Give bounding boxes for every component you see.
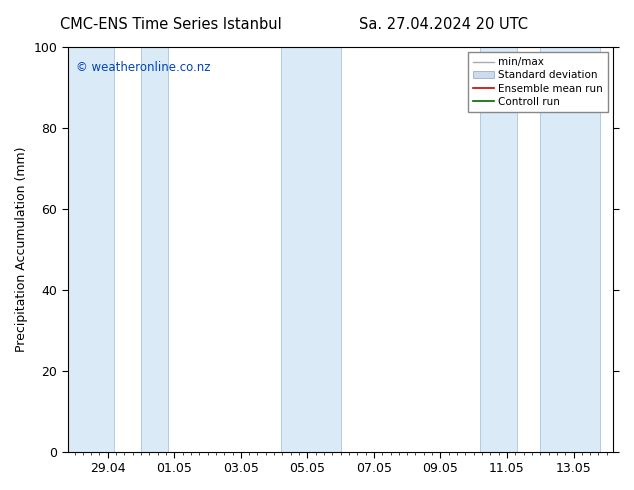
Text: CMC-ENS Time Series Istanbul: CMC-ENS Time Series Istanbul	[60, 17, 282, 32]
Text: Sa. 27.04.2024 20 UTC: Sa. 27.04.2024 20 UTC	[359, 17, 528, 32]
Bar	[540, 47, 600, 452]
Bar	[68, 47, 114, 452]
Bar	[141, 47, 167, 452]
Y-axis label: Precipitation Accumulation (mm): Precipitation Accumulation (mm)	[15, 147, 28, 352]
Bar	[281, 47, 340, 452]
Bar	[481, 47, 517, 452]
Legend: min/max, Standard deviation, Ensemble mean run, Controll run: min/max, Standard deviation, Ensemble me…	[468, 52, 608, 112]
Text: © weatheronline.co.nz: © weatheronline.co.nz	[76, 61, 210, 74]
